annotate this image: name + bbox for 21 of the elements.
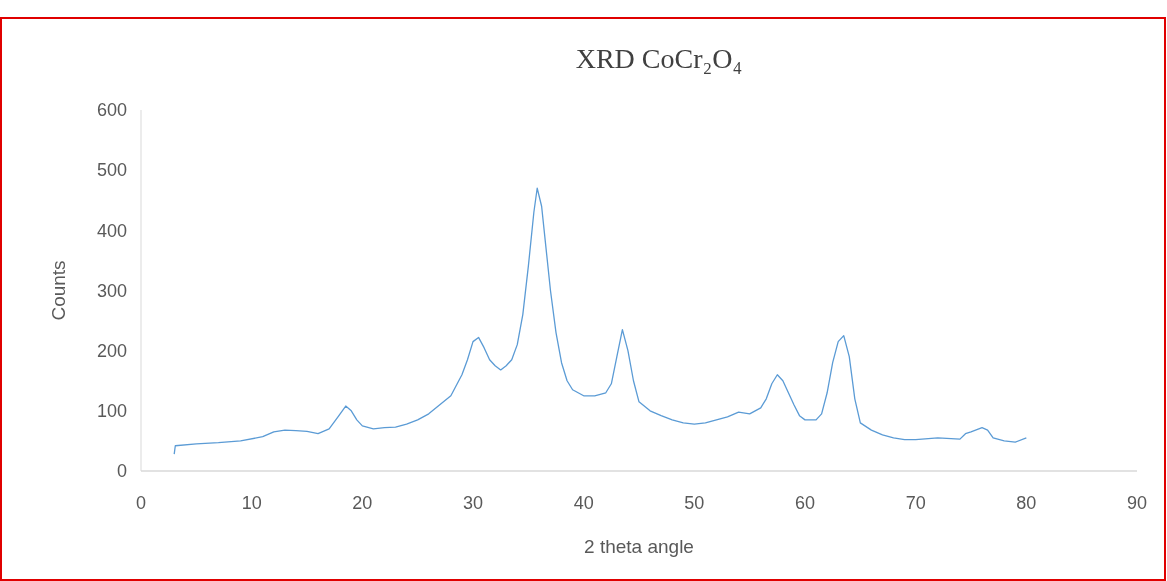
y-tick-label: 100 bbox=[96, 401, 127, 422]
x-tick-label: 90 bbox=[1126, 493, 1148, 513]
y-tick-label: 500 bbox=[96, 160, 127, 181]
line-series bbox=[173, 187, 1027, 455]
y-tick-label: 300 bbox=[96, 280, 127, 301]
x-tick-label: 50 bbox=[684, 493, 705, 513]
x-tick-label: 70 bbox=[905, 493, 926, 513]
x-tick-label: 20 bbox=[352, 493, 373, 513]
y-axis-title: Counts bbox=[48, 260, 69, 321]
chart-title: XRD CoCr₂O₄ bbox=[575, 43, 743, 74]
y-tick-label: 400 bbox=[96, 220, 127, 241]
y-tick-label: 600 bbox=[96, 100, 127, 121]
x-tick-label: 40 bbox=[573, 493, 594, 513]
x-tick-label: 60 bbox=[794, 493, 816, 513]
y-tick-label: 0 bbox=[116, 461, 127, 482]
x-tick-label: 0 bbox=[135, 493, 147, 513]
x-tick-label: 30 bbox=[462, 493, 484, 513]
x-axis-title: 2 theta angle bbox=[584, 536, 694, 557]
x-tick-label: 10 bbox=[241, 493, 262, 513]
x-tick-label: 80 bbox=[1016, 493, 1037, 513]
y-tick-label: 200 bbox=[96, 340, 127, 361]
